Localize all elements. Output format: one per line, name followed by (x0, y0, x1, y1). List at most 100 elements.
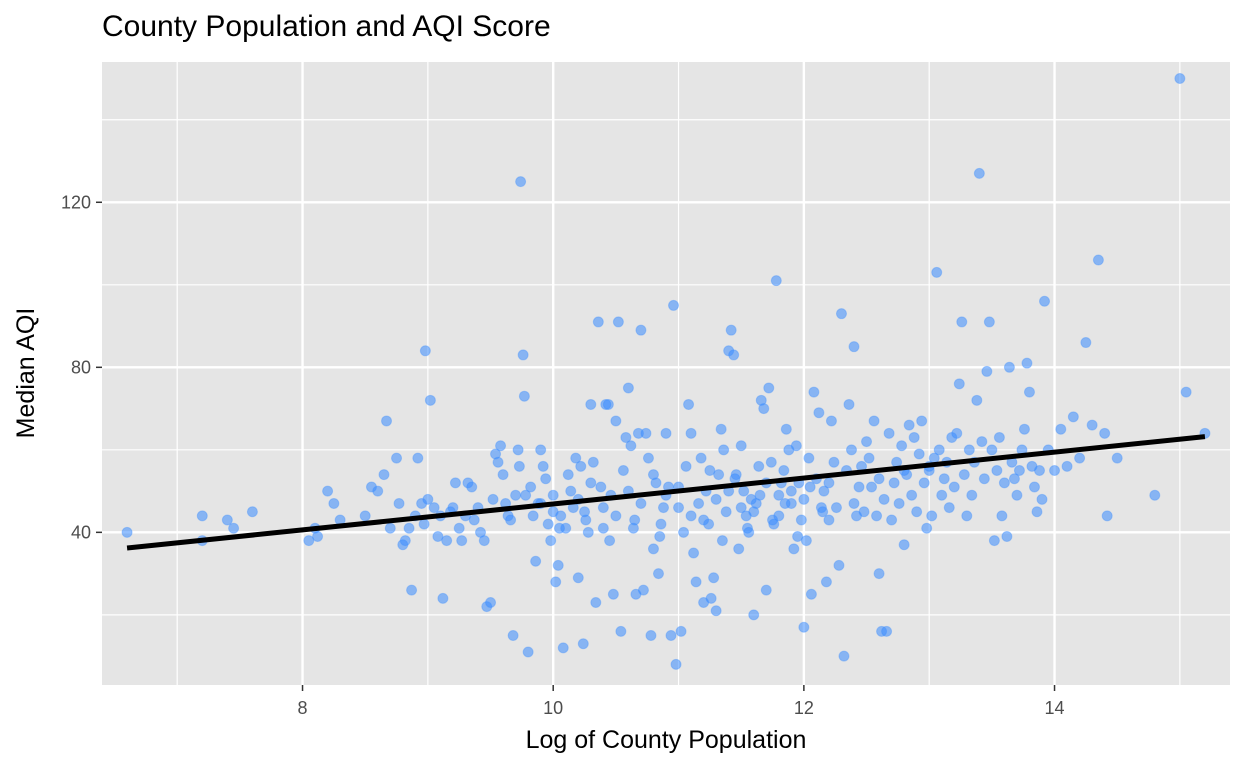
data-point (537, 460, 549, 472)
data-point (908, 431, 920, 443)
data-point (604, 535, 616, 547)
data-point (678, 526, 690, 538)
data-point (468, 514, 480, 526)
data-point (798, 493, 810, 505)
data-point (478, 535, 490, 547)
data-point (763, 382, 775, 394)
data-point (933, 444, 945, 456)
data-point (953, 378, 965, 390)
data-point (823, 514, 835, 526)
data-point (487, 493, 499, 505)
data-point (617, 464, 629, 476)
y-tick-label: 80 (71, 357, 91, 377)
data-point (888, 477, 900, 489)
data-point (547, 489, 559, 501)
data-point (943, 502, 955, 514)
data-point (835, 308, 847, 320)
data-point (760, 584, 772, 596)
data-point (547, 506, 559, 518)
data-point (1036, 493, 1048, 505)
data-point (1111, 452, 1123, 464)
data-point (654, 530, 666, 542)
data-point (818, 485, 830, 497)
data-point (873, 568, 885, 580)
data-point (612, 316, 624, 328)
data-point (779, 497, 791, 509)
data-point (585, 398, 597, 410)
data-point (542, 518, 554, 530)
data-point (419, 345, 431, 357)
data-point (685, 427, 697, 439)
data-point (642, 452, 654, 464)
data-point (525, 481, 537, 493)
data-point (595, 481, 607, 493)
data-point (963, 444, 975, 456)
data-point (637, 584, 649, 596)
data-point (645, 629, 657, 641)
data-point (1033, 464, 1045, 476)
data-point (582, 526, 594, 538)
data-point (780, 423, 792, 435)
data-point (1149, 489, 1161, 501)
data-point (708, 572, 720, 584)
data-point (823, 477, 835, 489)
data-point (773, 489, 785, 501)
data-point (622, 382, 634, 394)
plot-panel (102, 62, 1230, 685)
data-point (447, 502, 459, 514)
data-point (800, 535, 812, 547)
data-point (322, 485, 334, 497)
data-point (788, 543, 800, 555)
data-point (1001, 530, 1013, 542)
data-point (1011, 489, 1023, 501)
data-point (956, 316, 968, 328)
data-point (562, 469, 574, 481)
data-point (705, 592, 717, 604)
data-point (931, 266, 943, 278)
data-point (693, 497, 705, 509)
data-point (738, 485, 750, 497)
data-point (615, 625, 627, 637)
trend-line (126, 434, 1206, 551)
x-tick-label: 8 (298, 698, 308, 718)
data-point (903, 419, 915, 431)
data-point (428, 502, 440, 514)
data-point (527, 510, 539, 522)
data-point (758, 403, 770, 415)
data-point (1018, 423, 1030, 435)
data-point (492, 456, 504, 468)
data-point (754, 489, 766, 501)
data-point (704, 464, 716, 476)
y-axis-title: Median AQI (12, 308, 40, 439)
data-point (1049, 464, 1061, 476)
data-point (938, 473, 950, 485)
data-point (412, 452, 424, 464)
data-point (246, 506, 258, 518)
data-point (221, 514, 233, 526)
data-point (813, 407, 825, 419)
data-point (518, 390, 530, 402)
data-point (858, 506, 870, 518)
x-tick-label: 12 (794, 698, 814, 718)
data-point (798, 621, 810, 633)
data-point (804, 481, 816, 493)
data-point (838, 650, 850, 662)
data-point (1021, 357, 1033, 369)
data-point (432, 530, 444, 542)
data-point (675, 625, 687, 637)
data-point (372, 485, 384, 497)
data-point (1086, 419, 1098, 431)
data-point (552, 559, 564, 571)
data-point (1023, 386, 1035, 398)
data-point (916, 415, 928, 427)
x-axis-title: Log of County Population (526, 726, 807, 754)
data-point (228, 522, 240, 534)
axes: 8 10 12 14 40 80 120 (61, 192, 1065, 718)
data-point (610, 415, 622, 427)
data-point (817, 506, 829, 518)
data-point (1074, 452, 1086, 464)
data-point (921, 522, 933, 534)
data-point (918, 477, 930, 489)
data-point (741, 522, 753, 534)
